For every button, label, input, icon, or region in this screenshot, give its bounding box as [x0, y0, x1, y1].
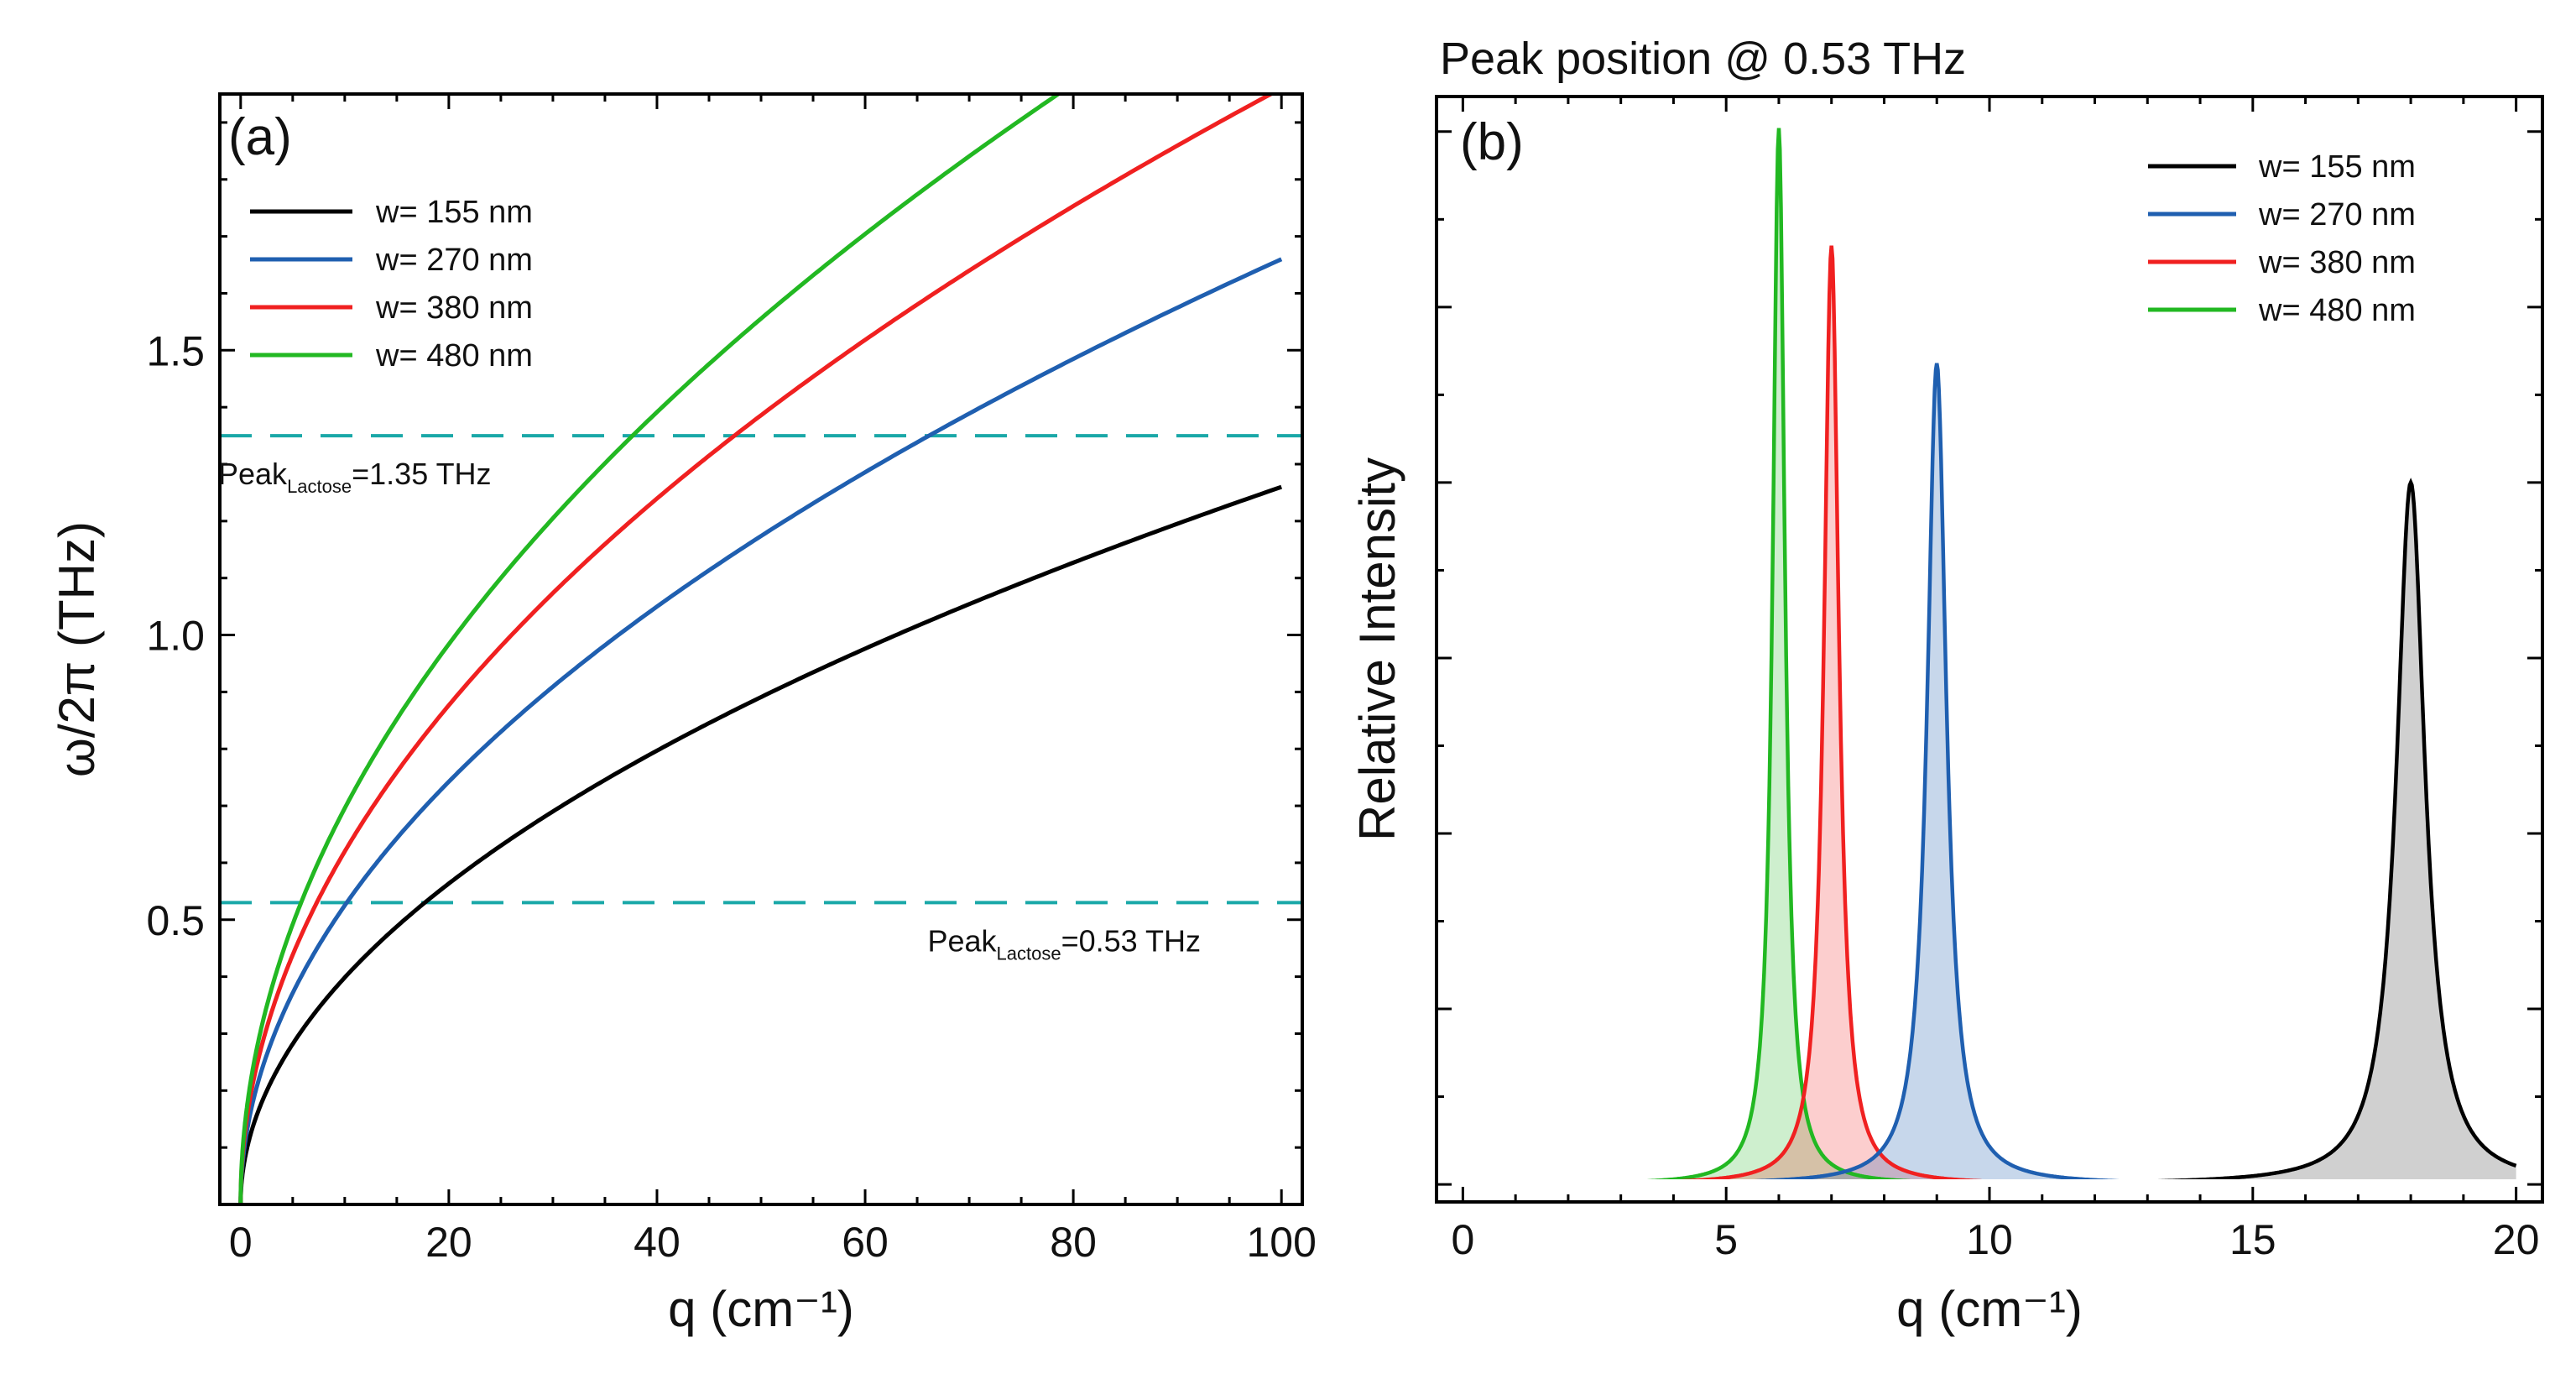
legend-label: w= 270 nm: [2258, 197, 2416, 232]
panel-b-legend: w= 155 nm w= 270 nm w= 380 nm w= 480 nm: [2148, 149, 2416, 328]
panel-a-x-tick-labels: 0 20 40 60 80 100: [229, 1219, 1317, 1266]
x-tick-label: 100: [1246, 1219, 1316, 1266]
panel-a-series: [238, 94, 1283, 1204]
series-line: [238, 94, 1062, 1204]
legend-label: w= 480 nm: [2258, 293, 2416, 328]
panel-a-label: (a): [228, 108, 292, 166]
x-tick-label: 0: [229, 1219, 253, 1266]
y-tick-label: 1.5: [146, 327, 205, 374]
panel-b-label: (b): [1460, 113, 1524, 171]
series-line: [238, 257, 1283, 1204]
reference-label: PeakLactose=0.53 THz: [927, 923, 1201, 964]
y-tick-label: 1.0: [146, 613, 205, 660]
panel-a-y-axis-label: ω/2π (THz): [49, 521, 105, 777]
panel-b: Peak position @ 0.53 THz (b) w= 155 nmw=…: [1349, 34, 2544, 1337]
series-line: [2155, 478, 2517, 1179]
panel-a-reference-lines: [220, 434, 1302, 905]
y-tick-label: 0.5: [146, 897, 205, 944]
series-line: [238, 484, 1283, 1204]
x-tick-label: 15: [2229, 1216, 2276, 1263]
legend-label: w= 380 nm: [375, 290, 533, 326]
x-tick-label: 20: [425, 1219, 472, 1266]
panel-a-x-axis-label: q (cm⁻¹): [668, 1281, 854, 1337]
reference-label: PeakLactose=1.35 THz: [218, 457, 492, 497]
x-tick-label: 20: [2493, 1216, 2540, 1263]
x-tick-label: 40: [634, 1219, 681, 1266]
panel-a-reference-labels: PeakLactose=1.35 THz PeakLactose=0.53 THz: [218, 457, 1201, 964]
series-line: [1679, 245, 1984, 1179]
series-fill: [2207, 482, 2516, 1179]
panel-a-frame: [218, 92, 1304, 1206]
panel-b-x-axis-label: q (cm⁻¹): [1896, 1281, 2083, 1337]
series-fill: [1790, 363, 2083, 1179]
series-line: [1645, 128, 1912, 1179]
panel-a-legend: w= 155 nm w= 270 nm w= 380 nm w= 480 nm: [250, 195, 533, 374]
panel-a-y-tick-labels: 0.5 1.0 1.5: [146, 327, 205, 943]
x-tick-label: 10: [1966, 1216, 2013, 1263]
legend-label: w= 270 nm: [375, 243, 533, 278]
panel-b-y-axis-label: Relative Intensity: [1349, 457, 1405, 841]
panel-b-frame: [1435, 95, 2544, 1204]
panel-b-title: Peak position @ 0.53 THz: [1440, 34, 1966, 84]
series-fill: [1673, 128, 1885, 1179]
series-fill: [1710, 245, 1953, 1179]
legend-label: w= 380 nm: [2258, 245, 2416, 280]
series-line: [1751, 363, 2122, 1179]
panel-b-x-tick-labels: 0 5 10 15 20: [1451, 1216, 2539, 1263]
legend-label: w= 155 nm: [2258, 149, 2416, 185]
series-line: [238, 94, 1275, 1204]
panel-a: (a) w= 155 nm w= 270 nm w= 380 nm w= 480 nm…: [49, 92, 1317, 1337]
x-tick-label: 5: [1714, 1216, 1738, 1263]
legend-label: w= 480 nm: [375, 338, 533, 374]
panel-b-series: [1645, 128, 2517, 1179]
x-tick-label: 0: [1451, 1216, 1474, 1263]
legend-label: w= 155 nm: [375, 195, 533, 230]
x-tick-label: 60: [842, 1219, 889, 1266]
x-tick-label: 80: [1050, 1219, 1097, 1266]
